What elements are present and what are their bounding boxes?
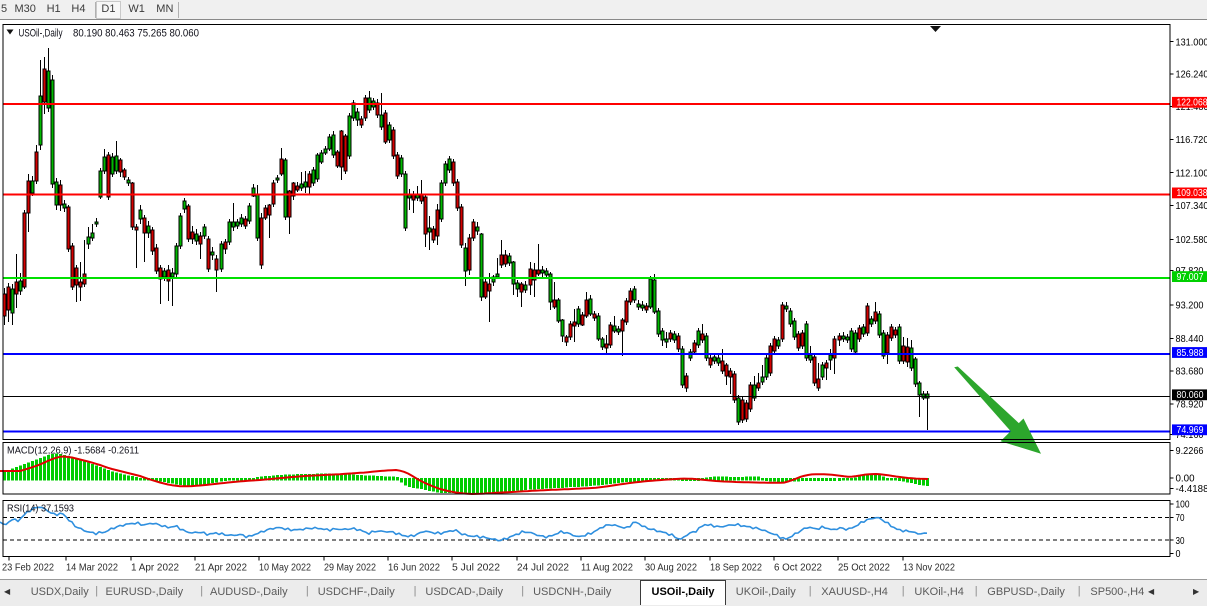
svg-text:USOil-,Daily: USOil-,Daily xyxy=(19,28,63,40)
svg-text:RSI(14) 37.1593: RSI(14) 37.1593 xyxy=(7,504,74,515)
svg-text:18 Sep 2022: 18 Sep 2022 xyxy=(710,562,762,574)
svg-text:107.340: 107.340 xyxy=(1176,201,1207,212)
svg-text:-4.4188: -4.4188 xyxy=(1176,484,1207,495)
svg-text:29 May 2022: 29 May 2022 xyxy=(324,562,376,574)
svg-text:93.200: 93.200 xyxy=(1176,301,1204,312)
svg-text:122.068: 122.068 xyxy=(1177,98,1207,109)
svg-text:85.988: 85.988 xyxy=(1177,348,1204,359)
svg-text:109.038: 109.038 xyxy=(1177,188,1207,199)
svg-text:74.969: 74.969 xyxy=(1177,425,1204,436)
svg-text:100: 100 xyxy=(1176,500,1190,511)
svg-text:30 Aug 2022: 30 Aug 2022 xyxy=(645,562,697,574)
svg-text:1 Apr 2022: 1 Apr 2022 xyxy=(131,562,179,574)
svg-text:0.00: 0.00 xyxy=(1176,474,1195,485)
svg-text:16 Jun 2022: 16 Jun 2022 xyxy=(388,562,440,574)
svg-text:6 Oct 2022: 6 Oct 2022 xyxy=(774,562,822,574)
svg-text:126.240: 126.240 xyxy=(1176,70,1207,81)
svg-text:78.920: 78.920 xyxy=(1176,400,1204,411)
svg-text:9.2266: 9.2266 xyxy=(1176,446,1204,457)
svg-text:24 Jul 2022: 24 Jul 2022 xyxy=(517,562,569,574)
svg-text:MACD(12,26,9) -1.5684 -0.2611: MACD(12,26,9) -1.5684 -0.2611 xyxy=(7,446,139,457)
svg-text:14 Mar 2022: 14 Mar 2022 xyxy=(66,562,118,574)
svg-text:116.720: 116.720 xyxy=(1176,135,1207,146)
svg-text:30: 30 xyxy=(1176,536,1185,547)
svg-text:131.000: 131.000 xyxy=(1176,37,1207,48)
svg-text:10 May 2022: 10 May 2022 xyxy=(259,562,311,574)
svg-text:112.100: 112.100 xyxy=(1176,168,1207,179)
svg-text:102.580: 102.580 xyxy=(1176,235,1207,246)
svg-text:70: 70 xyxy=(1176,513,1185,524)
svg-text:13 Nov 2022: 13 Nov 2022 xyxy=(903,562,955,574)
svg-text:5 Jul 2022: 5 Jul 2022 xyxy=(452,562,500,574)
svg-text:80.060: 80.060 xyxy=(1177,390,1204,401)
svg-text:21 Apr 2022: 21 Apr 2022 xyxy=(195,562,247,574)
svg-text:0: 0 xyxy=(1176,549,1181,560)
svg-text:25 Oct 2022: 25 Oct 2022 xyxy=(838,562,890,574)
svg-text:83.680: 83.680 xyxy=(1176,367,1204,378)
svg-text:23 Feb 2022: 23 Feb 2022 xyxy=(2,562,54,574)
svg-text:88.440: 88.440 xyxy=(1176,334,1204,345)
svg-text:80.190 80.463 75.265 80.060: 80.190 80.463 75.265 80.060 xyxy=(73,28,199,40)
svg-text:97.007: 97.007 xyxy=(1177,272,1204,283)
svg-text:11 Aug 2022: 11 Aug 2022 xyxy=(581,562,633,574)
